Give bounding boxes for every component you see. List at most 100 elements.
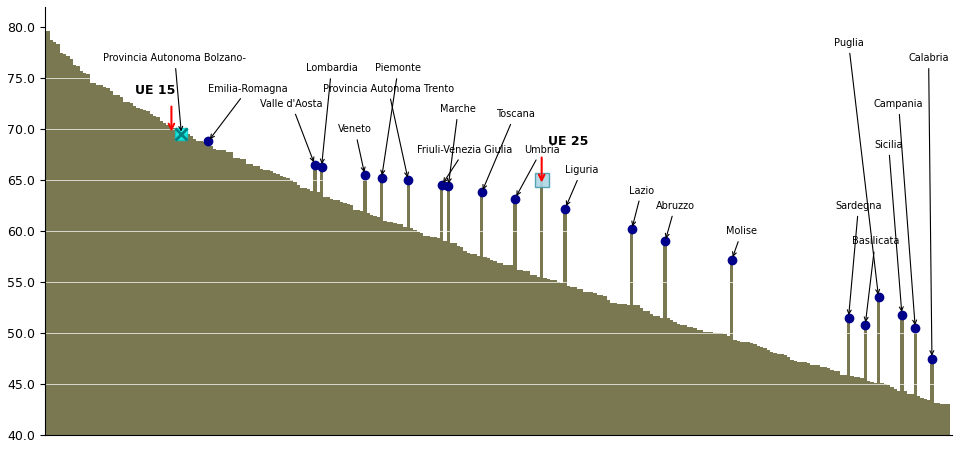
Bar bbox=[373, 216, 376, 435]
Bar bbox=[243, 159, 247, 435]
Text: Marche: Marche bbox=[441, 104, 476, 182]
Bar bbox=[763, 348, 767, 435]
Bar bbox=[840, 375, 844, 435]
Bar bbox=[587, 292, 590, 435]
Bar bbox=[283, 176, 286, 435]
Bar bbox=[487, 257, 490, 435]
Bar bbox=[787, 356, 790, 435]
Bar bbox=[353, 210, 356, 435]
Bar bbox=[597, 295, 600, 435]
Bar bbox=[310, 191, 313, 435]
Bar bbox=[777, 354, 780, 435]
Text: Lazio: Lazio bbox=[629, 185, 655, 225]
Bar bbox=[423, 236, 426, 435]
Bar bbox=[634, 305, 636, 435]
Bar bbox=[80, 71, 83, 435]
Bar bbox=[453, 243, 457, 435]
Bar bbox=[921, 398, 924, 435]
Bar bbox=[663, 241, 667, 435]
Bar bbox=[143, 110, 147, 435]
Text: Sardegna: Sardegna bbox=[835, 201, 882, 314]
Bar bbox=[623, 304, 627, 435]
Bar bbox=[550, 279, 553, 435]
Bar bbox=[344, 203, 347, 435]
Bar bbox=[620, 304, 623, 435]
Bar bbox=[756, 346, 760, 435]
Bar bbox=[731, 260, 733, 435]
Bar bbox=[853, 377, 857, 435]
Bar bbox=[810, 365, 813, 435]
Bar bbox=[220, 150, 223, 435]
Bar bbox=[73, 65, 77, 435]
Bar bbox=[320, 167, 324, 435]
Bar bbox=[156, 117, 159, 435]
Bar bbox=[347, 204, 349, 435]
Bar bbox=[460, 248, 464, 435]
Bar bbox=[236, 158, 240, 435]
Bar bbox=[444, 241, 446, 435]
Bar bbox=[704, 332, 707, 435]
Bar bbox=[657, 316, 660, 435]
Bar bbox=[693, 328, 697, 435]
Bar bbox=[813, 365, 817, 435]
Bar bbox=[253, 166, 256, 435]
Bar bbox=[400, 225, 403, 435]
Bar bbox=[286, 178, 290, 435]
Bar bbox=[710, 333, 713, 435]
Bar bbox=[227, 152, 229, 435]
Bar bbox=[63, 54, 66, 435]
Text: Toscana: Toscana bbox=[483, 109, 535, 189]
Bar bbox=[724, 334, 727, 435]
Bar bbox=[170, 129, 173, 435]
Bar bbox=[876, 297, 880, 435]
Bar bbox=[510, 265, 514, 435]
Bar bbox=[934, 403, 937, 435]
Bar bbox=[867, 381, 870, 435]
Text: Sicilia: Sicilia bbox=[875, 140, 903, 311]
Bar bbox=[413, 230, 417, 435]
Bar bbox=[564, 209, 566, 435]
Bar bbox=[387, 222, 390, 435]
Bar bbox=[566, 286, 570, 435]
Text: Veneto: Veneto bbox=[338, 124, 372, 171]
Bar bbox=[340, 202, 344, 435]
Bar bbox=[607, 300, 610, 435]
Bar bbox=[57, 44, 60, 435]
Bar bbox=[464, 251, 467, 435]
Text: Puglia: Puglia bbox=[833, 38, 879, 293]
Text: Emilia-Romagna: Emilia-Romagna bbox=[208, 84, 288, 138]
Bar bbox=[737, 341, 740, 435]
Bar bbox=[720, 333, 724, 435]
Bar bbox=[824, 367, 827, 435]
Bar bbox=[396, 224, 400, 435]
Bar bbox=[616, 304, 620, 435]
Bar bbox=[433, 237, 437, 435]
Bar bbox=[553, 280, 557, 435]
Bar bbox=[613, 303, 616, 435]
Bar bbox=[540, 180, 543, 435]
Bar bbox=[163, 122, 166, 435]
Bar bbox=[897, 392, 900, 435]
Bar bbox=[503, 265, 507, 435]
Bar bbox=[417, 232, 420, 435]
Bar bbox=[197, 141, 200, 435]
Bar bbox=[530, 274, 534, 435]
Bar bbox=[190, 136, 193, 435]
Bar bbox=[300, 188, 303, 435]
Bar bbox=[697, 330, 700, 435]
Bar bbox=[53, 42, 57, 435]
Bar bbox=[820, 367, 824, 435]
Bar bbox=[333, 200, 337, 435]
Bar bbox=[627, 305, 630, 435]
Bar bbox=[860, 378, 864, 435]
Bar bbox=[667, 318, 670, 435]
Text: Friuli-Venezia Giulia: Friuli-Venezia Giulia bbox=[418, 145, 513, 182]
Bar bbox=[450, 243, 453, 435]
Bar bbox=[650, 315, 654, 435]
Bar bbox=[93, 83, 96, 435]
Bar bbox=[173, 128, 177, 435]
Bar bbox=[783, 355, 787, 435]
Bar bbox=[604, 296, 607, 435]
Bar bbox=[270, 171, 274, 435]
Bar bbox=[907, 394, 910, 435]
